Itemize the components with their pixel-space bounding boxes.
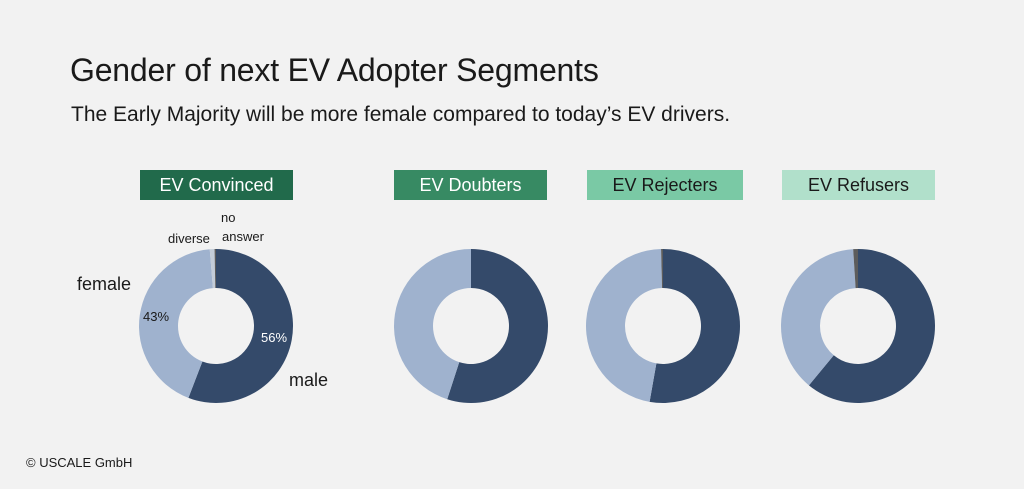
segment-label-convinced: EV Convinced bbox=[140, 170, 293, 200]
slice-no-answer bbox=[214, 249, 216, 289]
donut-rejecters bbox=[586, 249, 740, 403]
data-label-male: 56% bbox=[261, 330, 287, 345]
page-subtitle: The Early Majority will be more female c… bbox=[71, 103, 731, 126]
slice-diverse bbox=[209, 249, 216, 289]
donut-doubters bbox=[394, 249, 548, 403]
legend-no-answer-line2: answer bbox=[222, 229, 265, 244]
donut-convinced bbox=[138, 249, 293, 403]
segment-label-doubters: EV Doubters bbox=[394, 170, 547, 200]
slice-male bbox=[188, 249, 293, 403]
legend-female: female bbox=[77, 274, 131, 294]
data-label-female: 43% bbox=[143, 309, 169, 324]
slice-female bbox=[586, 249, 663, 402]
segment-label-rejecters: EV Rejecters bbox=[587, 170, 743, 200]
segment-label-refusers: EV Refusers bbox=[782, 170, 935, 200]
copyright: © USCALE GmbH bbox=[26, 455, 133, 470]
slice-no-answer bbox=[661, 249, 663, 289]
slice-female bbox=[780, 249, 856, 386]
legend-diverse: diverse bbox=[168, 231, 210, 246]
slice-no-answer bbox=[853, 249, 858, 289]
slice-female bbox=[138, 249, 213, 398]
slice-male bbox=[808, 249, 936, 403]
slice-male bbox=[649, 249, 740, 403]
page-title: Gender of next EV Adopter Segments bbox=[70, 52, 599, 88]
donut-refusers bbox=[780, 249, 936, 403]
legend-no-answer-line1: no bbox=[221, 210, 235, 225]
legend-male: male bbox=[289, 370, 328, 390]
slice-female bbox=[394, 249, 471, 400]
slice-male bbox=[447, 249, 548, 403]
